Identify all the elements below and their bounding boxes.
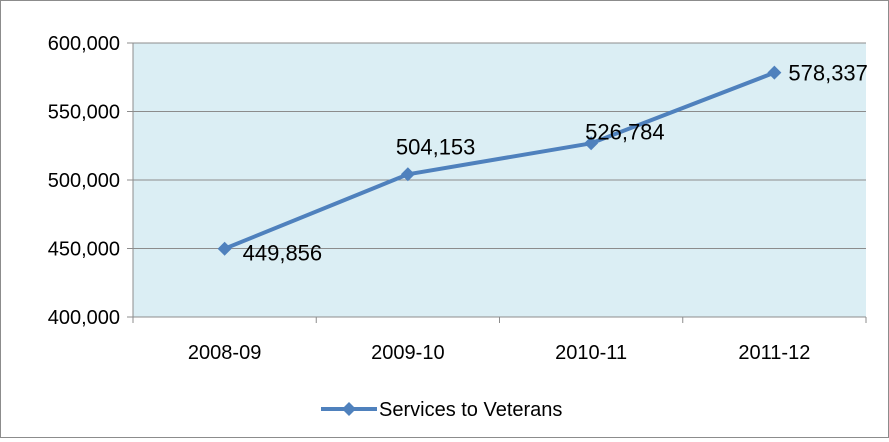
data-point	[400, 167, 415, 182]
data-label: 578,337	[788, 61, 868, 86]
data-point	[584, 136, 599, 151]
x-tick-label: 2009-10	[371, 342, 444, 364]
data-label: 449,856	[243, 241, 323, 266]
data-label: 526,784	[585, 119, 665, 144]
y-tick-label: 450,000	[48, 239, 120, 261]
y-tick-label: 550,000	[48, 102, 120, 124]
legend-marker	[342, 402, 356, 416]
x-tick-label: 2011-12	[738, 342, 810, 364]
x-tick-label: 2008-09	[188, 342, 261, 364]
y-tick-label: 600,000	[48, 33, 120, 55]
series-line	[223, 70, 776, 251]
y-tick-label: 500,000	[48, 170, 120, 192]
y-tick-label: 400,000	[48, 307, 120, 329]
data-label: 504,153	[396, 134, 476, 159]
data-point	[767, 65, 782, 80]
legend-label: Services to Veterans	[379, 399, 562, 421]
data-point	[217, 241, 232, 256]
x-tick-label: 2010-11	[555, 342, 627, 364]
